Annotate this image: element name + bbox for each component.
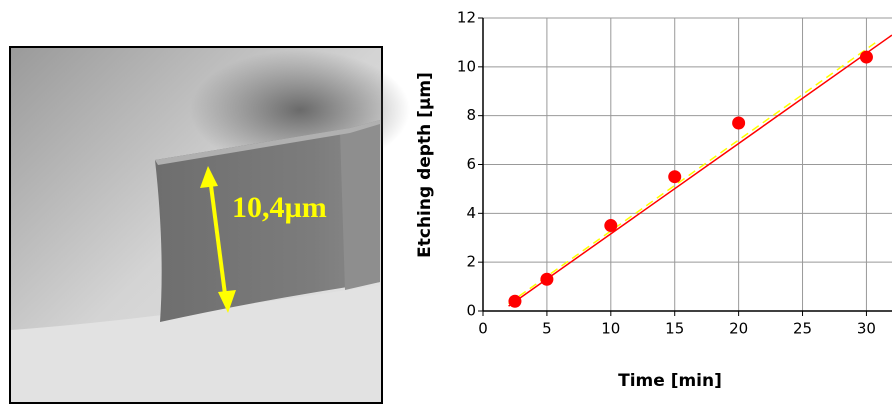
data-point	[604, 219, 618, 233]
fit-line	[508, 39, 880, 305]
y-axis-label: Etching depth [µm]	[415, 72, 435, 258]
data-point	[732, 116, 746, 130]
x-tick-label: 5	[542, 320, 552, 338]
data-point	[540, 272, 554, 286]
annotation: 10,4µm	[232, 191, 327, 224]
y-tick-label: 6	[466, 155, 476, 173]
plot: 0 2 4 6 8 10 12 0 5 10 15 20 25 30	[457, 9, 892, 338]
y-tick-label: 10	[457, 57, 476, 75]
data-point	[508, 294, 522, 308]
x-tick-label: 0	[478, 320, 488, 338]
data-point	[859, 50, 873, 64]
y-tick-label: 8	[466, 106, 476, 124]
x-tick-label: 15	[665, 320, 684, 338]
sem-photo: 10,4µm	[9, 46, 410, 404]
x-tick-label: 30	[857, 320, 876, 338]
x-tick-label: 10	[601, 320, 620, 338]
y-tick-label: 12	[457, 9, 476, 27]
y-tick-label: 2	[466, 253, 476, 271]
x-tick-label: 25	[793, 320, 812, 338]
y-tick-label: 0	[466, 302, 476, 320]
x-tick-label: 20	[729, 320, 748, 338]
y-tick-label: 4	[466, 204, 476, 222]
x-axis-label: Time [min]	[618, 371, 722, 391]
data-point	[668, 170, 682, 184]
fit-line	[508, 34, 892, 307]
